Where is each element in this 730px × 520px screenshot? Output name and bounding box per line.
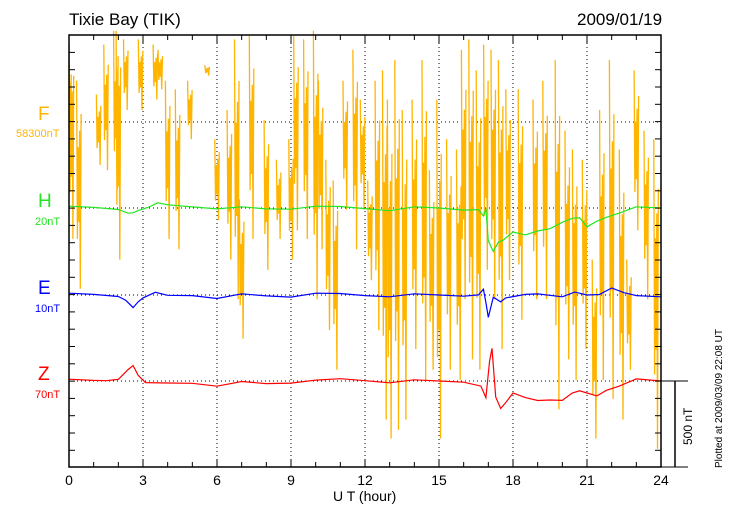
F-spike: [554, 60, 561, 410]
F-spike: [643, 130, 650, 300]
F-spike: [359, 99, 366, 210]
plotted-timestamp: Plotted at 2009/03/09 22:08 UT: [714, 329, 725, 468]
F-spike: [394, 60, 400, 430]
F-spike: [115, 30, 122, 260]
F-spike: [317, 80, 324, 250]
x-tick-label: 9: [287, 472, 295, 488]
Z-trace: [68, 348, 662, 410]
F-spike: [436, 99, 442, 439]
F-spike: [490, 49, 497, 300]
F-spike: [312, 30, 319, 300]
F-spike: [468, 39, 474, 360]
F-spike: [342, 80, 349, 210]
F-spike: [204, 65, 211, 76]
baseline-Z: 70nT: [35, 389, 61, 401]
chart-title: Tixie Bay (TIK): [69, 10, 181, 29]
F-spike: [591, 259, 598, 439]
F-spike: [381, 70, 388, 420]
F-spike: [653, 139, 659, 449]
F-spike: [455, 149, 462, 381]
F-spike: [152, 44, 159, 100]
F-spike: [332, 180, 339, 370]
F-spike: [445, 139, 452, 370]
scale-bar-label: 500 nT: [681, 407, 695, 445]
F-spike: [137, 39, 144, 111]
H-trace: [68, 202, 662, 253]
baseline-E: 10nT: [35, 303, 61, 315]
F-spike: [302, 39, 309, 240]
x-tick-label: 15: [431, 472, 447, 488]
F-spike: [214, 139, 220, 221]
F-spike: [428, 170, 435, 370]
F-spike: [411, 99, 418, 350]
x-tick-label: 3: [139, 472, 147, 488]
F-spike: [174, 89, 181, 250]
x-tick-label: 6: [213, 472, 221, 488]
F-spike: [122, 39, 129, 111]
F-spike: [542, 80, 548, 300]
F-spike: [475, 70, 482, 370]
F-spike: [288, 139, 294, 260]
x-tick-label: 0: [65, 472, 73, 488]
F-spike: [598, 109, 605, 381]
F-spike: [157, 49, 164, 90]
label-F: F: [38, 104, 50, 125]
x-axis-label: U T (hour): [333, 488, 397, 504]
F-spike: [497, 60, 504, 350]
F-spike: [186, 80, 193, 140]
F-spike: [532, 99, 539, 300]
F-spike: [233, 39, 240, 300]
x-tick-label: 18: [505, 472, 521, 488]
F-spike: [238, 199, 245, 339]
F-spike: [626, 259, 632, 370]
F-spike: [352, 49, 359, 250]
F-spike: [263, 120, 270, 270]
F-spike: [248, 35, 255, 240]
F-spike: [564, 130, 571, 360]
F-spike: [386, 99, 393, 439]
F-spike: [608, 60, 615, 399]
x-tick-label: 21: [579, 472, 595, 488]
F-spike: [618, 149, 625, 420]
F-spike: [275, 159, 282, 240]
F-spike: [482, 44, 489, 270]
F-spike: [571, 149, 578, 381]
F-spike: [164, 80, 171, 240]
E-trace: [68, 287, 662, 318]
label-E: E: [38, 278, 51, 299]
baseline-H: 20nT: [35, 216, 61, 228]
F-spike: [517, 89, 524, 320]
F-spike: [505, 89, 511, 281]
F-spike: [68, 44, 75, 240]
F-spike: [325, 159, 331, 331]
chart-date: 2009/01/19: [577, 10, 663, 29]
F-spike: [103, 44, 109, 171]
label-Z: Z: [38, 364, 50, 385]
F-spike: [401, 109, 408, 420]
F-spike: [226, 109, 233, 260]
F-spike: [460, 49, 467, 300]
F-spike: [421, 60, 428, 381]
x-tick-label: 12: [357, 472, 373, 488]
F-spike: [95, 94, 102, 166]
F-spike: [367, 180, 373, 281]
x-tick-label: 24: [653, 472, 669, 488]
label-H: H: [38, 191, 52, 212]
F-spike: [581, 159, 588, 350]
F-spike: [75, 80, 82, 289]
F-spike: [633, 70, 640, 231]
baseline-F: 58300nT: [16, 128, 60, 140]
F-spike: [374, 80, 381, 331]
F-spike: [293, 35, 299, 231]
